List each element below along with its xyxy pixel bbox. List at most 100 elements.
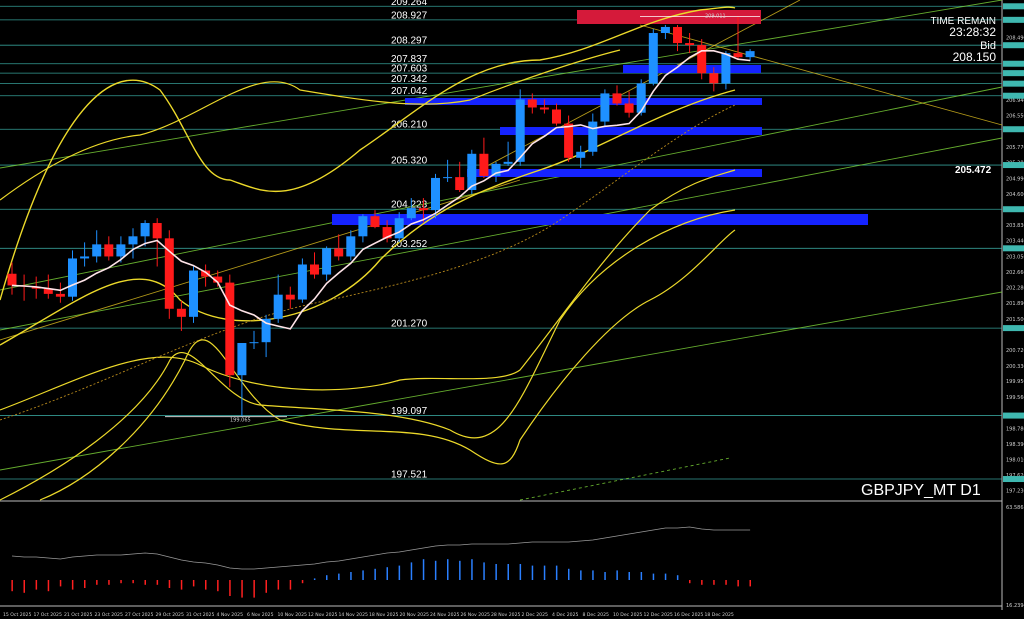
indicator-bar [725, 580, 727, 585]
candle-body [273, 294, 283, 319]
time-tick-label: 23 Oct 2025 [95, 612, 123, 618]
indicator-tick-label: 63.586 [1006, 505, 1024, 511]
indicator-bar [71, 580, 74, 590]
indicator-bar [326, 575, 328, 580]
trendline [469, 0, 801, 176]
timer-value: 23:28:32 [949, 25, 996, 39]
candle-body [334, 248, 344, 257]
price-tick-label: 202.660 [1006, 270, 1024, 276]
indicator-bar [652, 573, 655, 580]
indicator-bar [108, 580, 110, 585]
indicator-bar [568, 568, 570, 580]
indicator-bar [313, 578, 316, 580]
candle-body [261, 318, 271, 343]
indicator-bar [616, 570, 618, 580]
level-label: 207.837 [391, 54, 428, 65]
price-tick-label: 198.390 [1006, 442, 1024, 448]
candle-body [55, 293, 65, 297]
candle-body [225, 282, 235, 376]
indicator-bar [350, 572, 352, 580]
band-line [0, 49, 621, 201]
indicator-bar [434, 560, 437, 580]
bid-label: Bid [980, 40, 996, 52]
indicator-bar [519, 564, 522, 580]
time-tick-label: 8 Dec 2025 [583, 612, 610, 618]
level-price-box [1003, 16, 1024, 23]
horizontal-levels: 209.264 208.927 208.297 207.837207.603207.3… [0, 0, 1003, 610]
candle-body [539, 107, 549, 110]
indicator-bar [676, 575, 679, 580]
indicator-bar [422, 559, 425, 580]
candle-body [358, 216, 368, 237]
candle-body [140, 223, 150, 237]
time-tick-label: 29 Oct 2025 [156, 612, 184, 618]
indicator-bar [737, 580, 739, 587]
candle-body [176, 308, 186, 317]
level-label: 208.927 [391, 10, 428, 21]
indicator-line [11, 526, 751, 570]
level-label: 209.264 [391, 0, 428, 8]
candle-body [322, 248, 332, 275]
candle-body [213, 276, 223, 283]
indicator-bar [241, 580, 243, 598]
timer-label: TIME REMAIN [930, 16, 996, 27]
time-tick-label: 6 Nov 2025 [247, 612, 274, 618]
time-tick-label: 16 Dec 2025 [674, 612, 703, 618]
price-tick-label: 202.280 [1006, 285, 1024, 291]
band-line [0, 169, 736, 411]
time-axis: 15 Oct 2025 17 Oct 2025 21 Oct 2025 23 Oct … [3, 612, 734, 618]
price-tag: 205.472 [955, 165, 992, 176]
indicator-bar [11, 580, 13, 592]
indicator-bar [144, 580, 146, 585]
level-price-box [1003, 3, 1024, 10]
indicator-bar [555, 565, 558, 580]
indicator-bar [664, 573, 667, 580]
indicator-bar [531, 565, 534, 580]
candle-body [479, 153, 489, 176]
price-tick-label: 204.990 [1006, 176, 1024, 182]
candle-body [418, 208, 428, 211]
time-tick-label: 20 Nov 2025 [400, 612, 429, 618]
candle-body [685, 43, 695, 46]
indicator-bar [374, 568, 376, 580]
trendline [0, 179, 521, 341]
indicator-bar [96, 580, 98, 585]
level-label: 206.210 [391, 120, 428, 131]
trendline [0, 0, 1003, 169]
indicator-bar [640, 572, 643, 580]
candle-body [709, 73, 719, 84]
candle-body [189, 270, 198, 317]
level-label: 199.097 [391, 406, 428, 417]
bid-value: 208.150 [952, 50, 996, 64]
indicator-bar [229, 580, 231, 596]
candle-body [394, 218, 404, 239]
level-price-box [1003, 325, 1024, 332]
price-tick-label: 200.330 [1006, 364, 1024, 370]
indicator-panel: 63.586 16.2394 [11, 505, 1024, 609]
level-label: 207.603 [391, 64, 428, 75]
indicator-bar [253, 580, 255, 598]
price-tick-label: 199.560 [1006, 395, 1024, 401]
price-tick-label: 208.490 [1006, 35, 1024, 41]
time-tick-label: 12 Dec 2025 [644, 612, 673, 618]
candle-body [733, 53, 743, 58]
time-tick-label: 26 Nov 2025 [461, 612, 490, 618]
time-tick-label: 21 Oct 2025 [64, 612, 92, 618]
candle-body [152, 223, 162, 239]
symbol-label: GBPJPY_MT D1 [861, 482, 981, 499]
price-tick-label: 203.440 [1006, 239, 1024, 245]
level-price-box [1003, 206, 1024, 213]
price-tick-label: 201.500 [1006, 317, 1024, 323]
time-tick-label: 24 Nov 2025 [430, 612, 459, 618]
indicator-bar [217, 580, 219, 592]
level-price-box [1003, 42, 1024, 49]
demand-zone [467, 169, 762, 177]
time-tick-label: 17 Oct 2025 [34, 612, 62, 618]
candle-body [612, 93, 622, 104]
indicator-bar [35, 580, 38, 590]
indicator-bar [156, 580, 159, 585]
candle-body [552, 109, 561, 124]
candle-body [310, 264, 319, 275]
indicator-bar [447, 559, 449, 580]
level-price-box [1003, 92, 1024, 99]
